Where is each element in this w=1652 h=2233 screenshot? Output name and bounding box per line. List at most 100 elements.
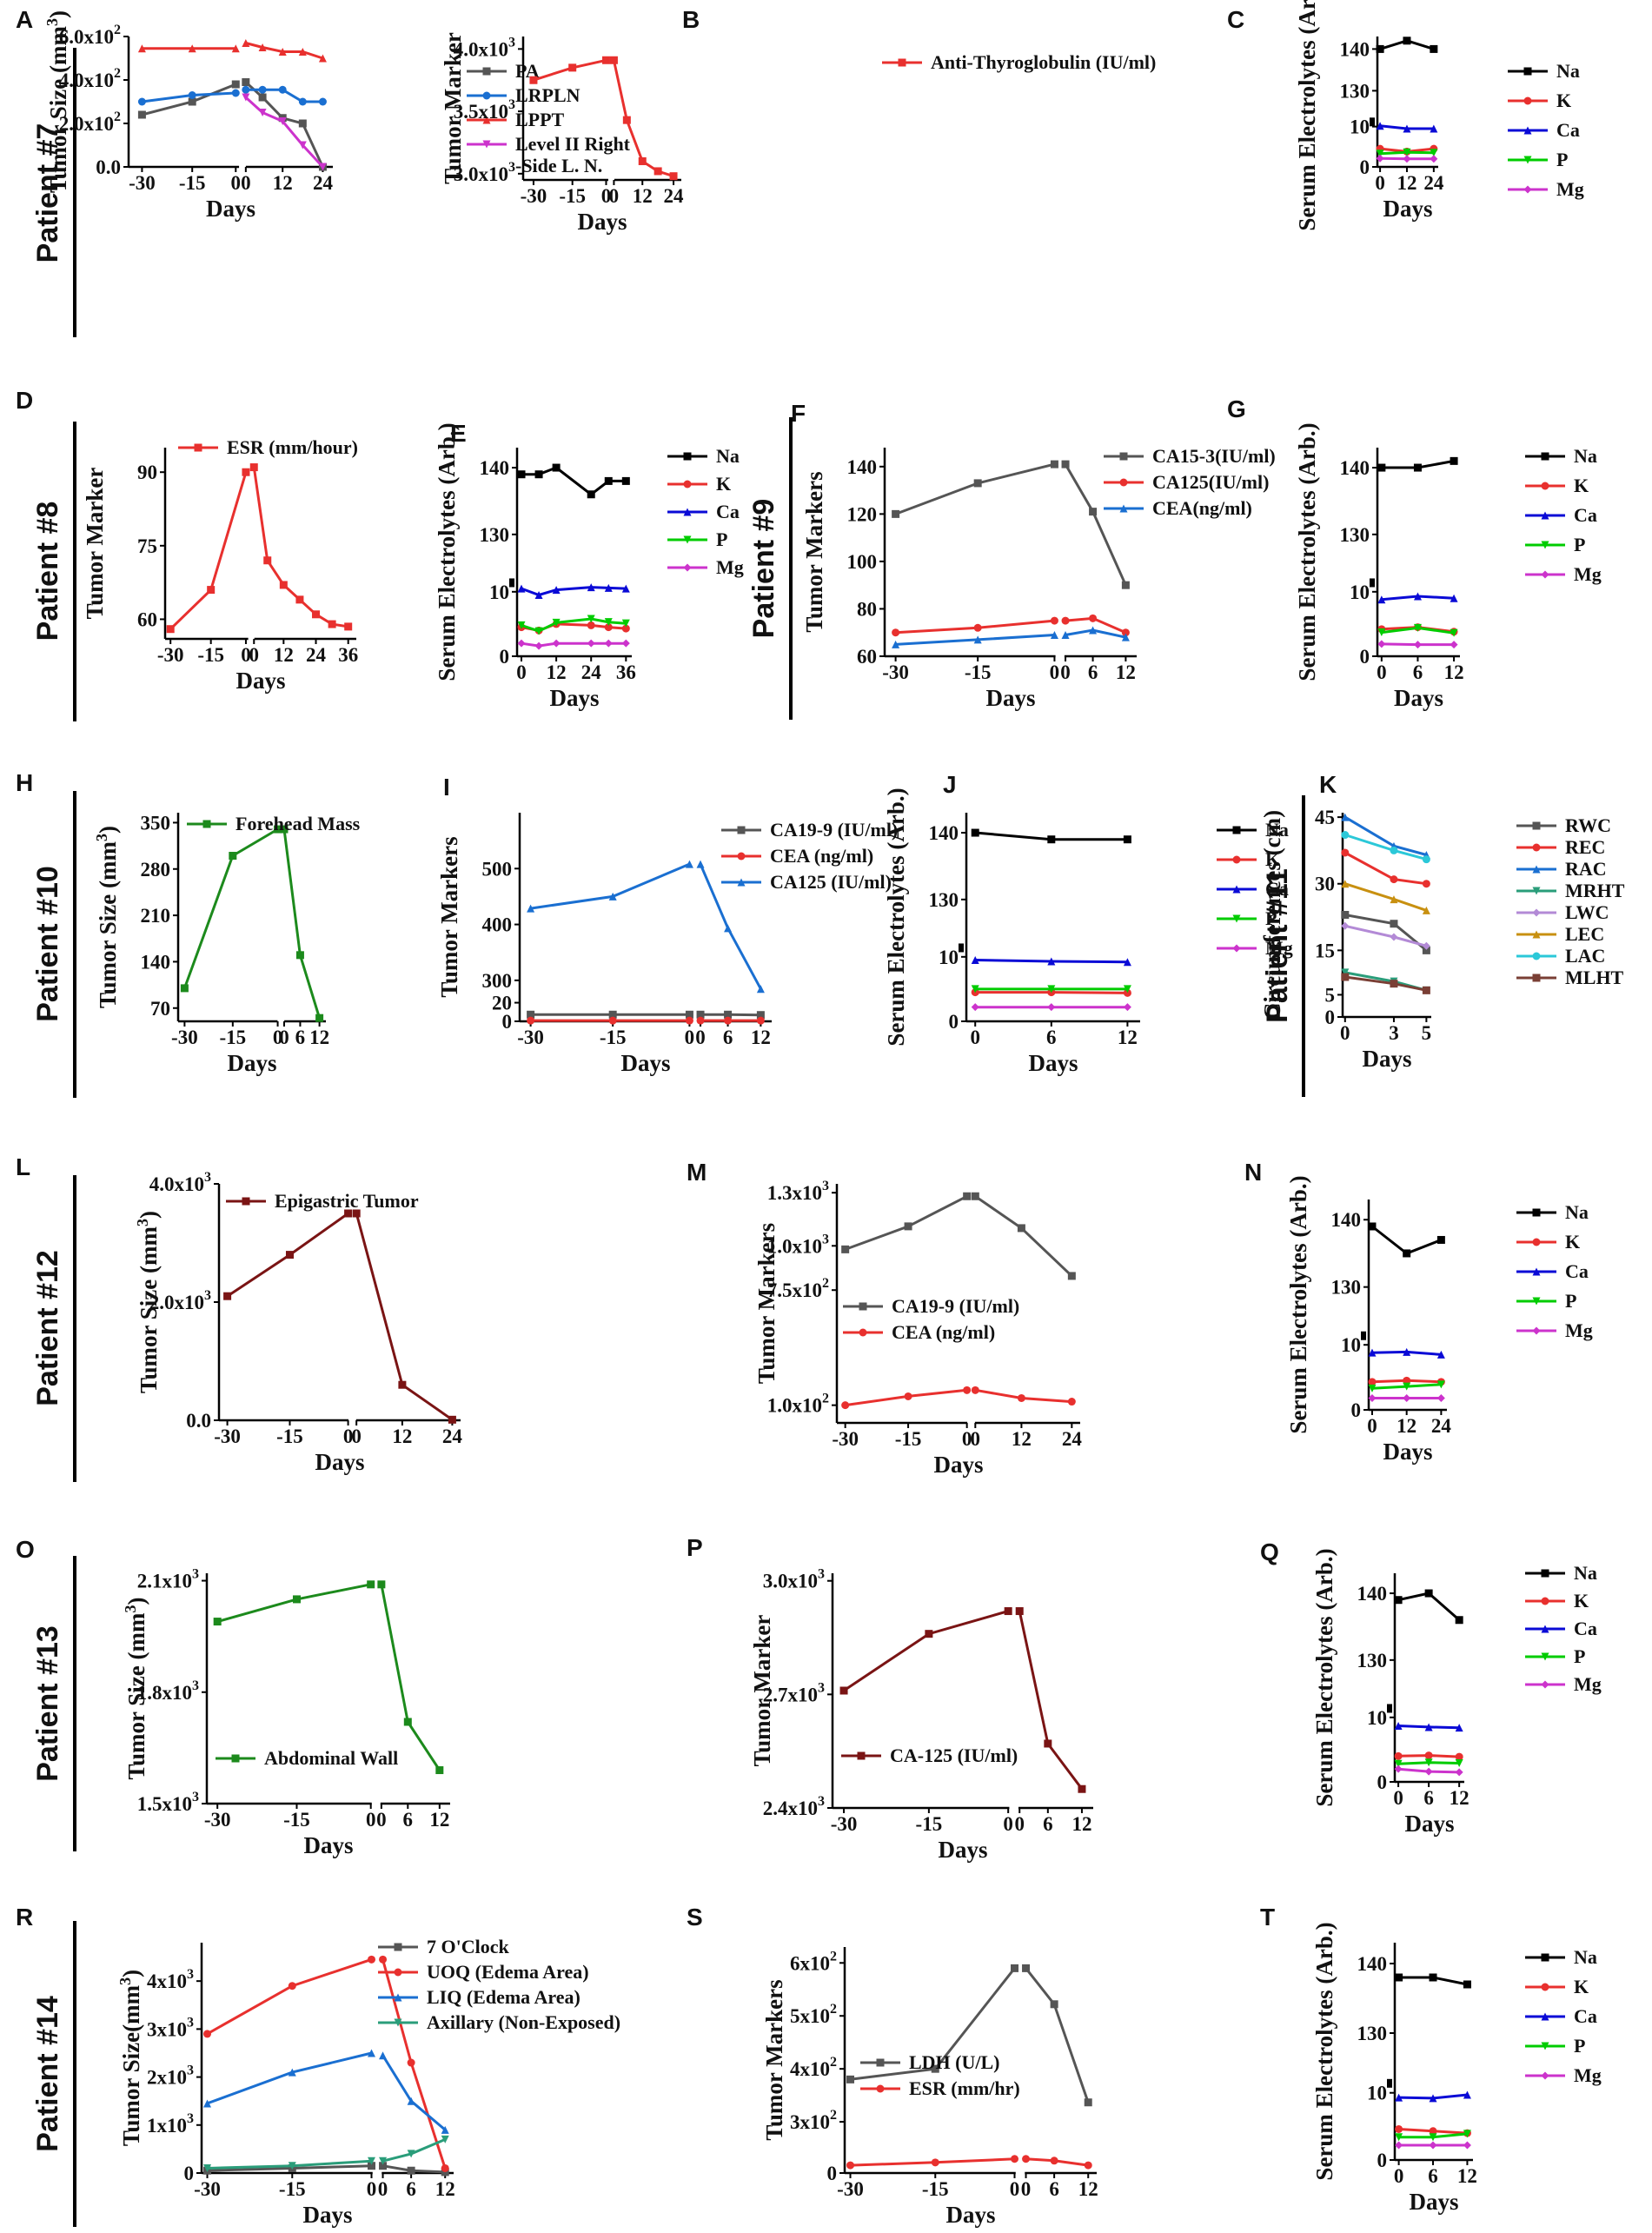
tick-label: 2.0x102 bbox=[59, 110, 121, 135]
data-point bbox=[841, 1245, 850, 1253]
data-point bbox=[971, 828, 979, 837]
data-point bbox=[1394, 1751, 1403, 1760]
tick-label: 75 bbox=[137, 535, 157, 557]
tick-label: -30 bbox=[129, 172, 156, 194]
data-point bbox=[1123, 835, 1131, 844]
data-point bbox=[1422, 946, 1430, 954]
tick-label: 5x102 bbox=[790, 2002, 837, 2027]
data-point bbox=[229, 852, 237, 861]
data-point bbox=[1341, 921, 1350, 930]
data-point bbox=[931, 2158, 939, 2167]
data-point bbox=[1044, 1739, 1052, 1748]
data-point bbox=[846, 2161, 855, 2170]
legend: Na K Ca P Mg bbox=[1525, 1562, 1602, 1695]
data-point bbox=[1403, 124, 1411, 133]
data-point bbox=[1376, 44, 1384, 53]
tick-label: 90 bbox=[137, 462, 157, 483]
series-line bbox=[1371, 1225, 1442, 1255]
tick-label: 12 bbox=[274, 644, 294, 666]
y-axis-title: Tumor Size (mm3) bbox=[134, 1211, 162, 1393]
tick-label: 6x102 bbox=[790, 1949, 837, 1974]
tick-label: 6 bbox=[1046, 1027, 1057, 1048]
tick-label: 100 bbox=[847, 551, 878, 573]
legend-label: Na bbox=[1265, 819, 1289, 841]
data-point bbox=[1368, 1222, 1377, 1231]
tick-label: 0 bbox=[367, 2178, 377, 2200]
legend-marker bbox=[876, 2058, 885, 2067]
data-point bbox=[1436, 1350, 1445, 1359]
data-point bbox=[231, 80, 240, 89]
panel-letter: F bbox=[791, 400, 806, 427]
legend-marker bbox=[1119, 478, 1128, 487]
legend-marker bbox=[1541, 570, 1549, 579]
legend-marker bbox=[1541, 452, 1549, 461]
tick-label: 0 bbox=[1393, 1787, 1403, 1809]
data-point bbox=[1450, 628, 1458, 637]
legend-marker bbox=[1541, 511, 1549, 520]
tick-label: 6 bbox=[1049, 2178, 1059, 2200]
y-axis-title: Tumor Size (mm3) bbox=[93, 826, 121, 1008]
data-point bbox=[1050, 2157, 1058, 2165]
data-point bbox=[1377, 628, 1386, 637]
x-axis-title: Days bbox=[620, 1050, 670, 1076]
tick-label: 0 bbox=[1360, 646, 1370, 668]
series-group bbox=[892, 460, 1130, 648]
legend-marker bbox=[737, 878, 746, 887]
legend: Na K Ca P Mg bbox=[1217, 819, 1293, 959]
data-point bbox=[1394, 1764, 1403, 1773]
legend-marker bbox=[1532, 821, 1541, 830]
series-group bbox=[1341, 813, 1430, 994]
axes: 0 6 12 0 10 130 140 Days Serum Electrolytes (Arb… bbox=[1294, 422, 1464, 711]
tick-label: 140 bbox=[1357, 1953, 1388, 1975]
data-point bbox=[925, 1630, 933, 1638]
tick-label: 0 bbox=[1003, 1813, 1013, 1835]
data-point bbox=[1368, 1394, 1377, 1403]
legend-label: K bbox=[1565, 1231, 1580, 1253]
x-axis-title: Days bbox=[985, 685, 1035, 711]
legend-label: P bbox=[1556, 149, 1568, 170]
legend-label: Na bbox=[1574, 1946, 1597, 1968]
legend-marker bbox=[683, 563, 692, 572]
data-point bbox=[318, 54, 327, 63]
series-line bbox=[381, 2054, 447, 2131]
data-point bbox=[298, 141, 307, 150]
legend-label: LDH (U/L) bbox=[909, 2051, 1000, 2073]
data-point bbox=[407, 2150, 415, 2158]
legend-label: CA-125 (IU/ml) bbox=[890, 1745, 1018, 1766]
data-point bbox=[1403, 1347, 1411, 1356]
x-axis-title: Days bbox=[303, 1832, 353, 1858]
data-point bbox=[1430, 155, 1438, 163]
data-point bbox=[517, 621, 526, 629]
legend: Abdominal Wall bbox=[216, 1747, 398, 1769]
data-point bbox=[904, 1222, 912, 1231]
tick-label: 4x102 bbox=[790, 2055, 837, 2080]
axes: 0 6 12 0 10 130 140 Days Serum Electrolytes (Arb… bbox=[1311, 1922, 1477, 2215]
data-point bbox=[1413, 641, 1422, 649]
tick-label: 5 bbox=[1325, 984, 1336, 1006]
tick-label: 1.0x102 bbox=[767, 1392, 829, 1417]
data-point bbox=[368, 2162, 376, 2170]
data-point bbox=[1011, 2155, 1019, 2163]
tick-label: -30 bbox=[882, 661, 909, 683]
legend-label: P bbox=[716, 528, 727, 550]
data-point bbox=[1341, 848, 1350, 857]
y-axis-title: Serum Electrolytes (Arb.) bbox=[1311, 1922, 1337, 2180]
data-point bbox=[280, 825, 289, 834]
series-line bbox=[843, 1610, 1009, 1692]
data-point bbox=[188, 44, 196, 53]
tick-label: 140 bbox=[929, 822, 959, 844]
panel-N: N 0 12 24 0 10 130 140 Days Serum Electrolytes (A… bbox=[1244, 1159, 1593, 1465]
data-point bbox=[1368, 1348, 1377, 1357]
legend-label: Mg bbox=[1574, 2064, 1602, 2086]
data-point bbox=[1390, 933, 1398, 941]
tick-label: 0 bbox=[184, 2163, 195, 2184]
legend: 7 O'Clock UOQ (Edema Area) LIQ (Edema Area… bbox=[378, 1936, 620, 2033]
data-point bbox=[1403, 1249, 1411, 1258]
legend-marker bbox=[482, 67, 491, 76]
axes: -30 -15 0 0 6 122.4x1032.7x1033.0x103DaysTumo… bbox=[749, 1567, 1093, 1863]
tick-label: 12 bbox=[1397, 1415, 1416, 1437]
data-point bbox=[1341, 813, 1350, 821]
data-point bbox=[367, 1580, 375, 1589]
